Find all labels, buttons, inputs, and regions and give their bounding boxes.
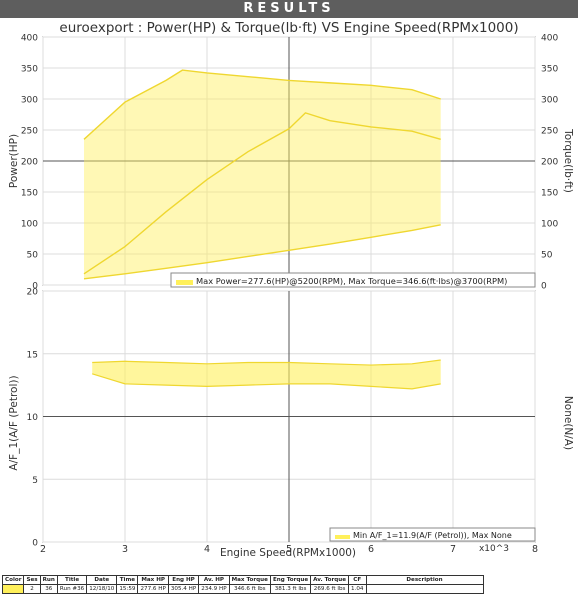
summary-column-header: Time: [116, 575, 139, 585]
summary-cell: 2: [23, 584, 41, 594]
af-grid: [42, 290, 536, 543]
summary-cell: 269.6 ft lbs: [310, 584, 350, 594]
summary-column-header: Max HP: [137, 575, 169, 585]
summary-column-header: Date: [86, 575, 118, 585]
power-baseline-line: [83, 224, 441, 280]
summary-column-header: Ses: [23, 575, 41, 585]
torque-y-tick-label: 150: [541, 189, 558, 199]
power-y-tick-label: 0: [32, 282, 38, 292]
torque-y-tick-label: 400: [541, 34, 558, 44]
summary-column-header: Title: [56, 575, 88, 585]
chart-title: euroexport : Power(HP) & Torque(lb·ft) V…: [59, 20, 519, 36]
summary-cell: 12/18/10: [86, 584, 118, 594]
x-tick-label: 5: [286, 544, 292, 555]
x-axis-label: Engine Speed(RPMx1000): [220, 547, 356, 559]
af-y-tick-label: 15: [27, 350, 38, 360]
summary-column-header: Max Torque: [228, 575, 271, 585]
summary-cell: 1.04: [348, 584, 367, 594]
summary-column-header: CF: [348, 575, 367, 585]
summary-column-header: Eng HP: [167, 575, 200, 585]
af-legend-text: Min A/F_1=11.9(A/F (Petrol)), Max None: [353, 531, 512, 540]
power-torque-series: [83, 69, 441, 280]
torque-y-tick-label: 300: [541, 96, 558, 106]
power-legend-swatch: [176, 280, 193, 285]
axis-ticks: 0501001502002503003504000501001502002503…: [21, 34, 559, 556]
power-axis-label: Power(HP): [8, 134, 20, 188]
torque-y-tick-label: 0: [541, 282, 547, 292]
summary-cell: 15:59: [116, 584, 139, 594]
summary-column-header: Color: [1, 575, 25, 585]
power-y-tick-label: 400: [21, 34, 38, 44]
summary-column-header: Eng Torque: [269, 575, 312, 585]
summary-column-header: Description: [365, 575, 484, 585]
torque-y-tick-label: 100: [541, 220, 558, 230]
run-summary-table: Color Ses Run Title Date Time Max HP Eng HP Av. …: [1, 575, 484, 594]
torque-y-tick-label: 350: [541, 65, 558, 75]
power-y-tick-label: 100: [21, 220, 38, 230]
af-series: [92, 359, 441, 390]
summary-cell: 277.6 HP: [137, 584, 169, 594]
power-legend-text: Max Power=277.6(HP)@5200(RPM), Max Torqu…: [196, 276, 507, 286]
x-tick-label: 6: [368, 544, 374, 555]
af-legend: Min A/F_1=11.9(A/F (Petrol)), Max None: [329, 527, 536, 542]
power-y-tick-label: 350: [21, 65, 38, 75]
power-torque-band: [84, 70, 441, 279]
x-tick-label: 8: [532, 544, 538, 555]
af-y-tick-label: 0: [32, 539, 38, 549]
power-y-tick-label: 50: [27, 251, 39, 261]
x-tick-label: 3: [122, 544, 128, 555]
torque-line: [83, 69, 441, 140]
summary-cell: 36: [39, 584, 58, 594]
power-y-tick-label: 300: [21, 96, 38, 106]
power-y-tick-label: 150: [21, 189, 38, 199]
af-y-tick-label: 5: [32, 476, 38, 486]
x-tick-label: 2: [40, 544, 46, 555]
torque-y-tick-label: 200: [541, 158, 558, 168]
power-y-tick-label: 200: [21, 158, 38, 168]
results-header: RESULTS: [0, 0, 578, 18]
x-tick-label: 7: [450, 544, 456, 555]
summary-cell: 234.9 HP: [198, 584, 230, 594]
summary-cell: [365, 584, 484, 594]
summary-header-row: Color Ses Run Title Date Time Max HP Eng HP Av. …: [1, 575, 484, 585]
torque-y-tick-label: 250: [541, 127, 558, 137]
summary-column-header: Run: [39, 575, 58, 585]
power-legend: Max Power=277.6(HP)@5200(RPM), Max Torqu…: [170, 272, 536, 288]
power-y-tick-label: 250: [21, 127, 38, 137]
power-line: [83, 112, 441, 275]
af-legend-box: [329, 527, 536, 542]
af-legend-swatch: [335, 535, 350, 539]
af-y-tick-label: 10: [27, 413, 39, 423]
af-y-tick-label: 20: [27, 288, 39, 298]
torque-y-tick-label: 50: [541, 251, 553, 261]
x-tick-label: 4: [204, 544, 210, 555]
summary-column-header: Av. Torque: [310, 575, 350, 585]
af-axis-label: A/F_1(A/F (Petrol)): [8, 375, 20, 470]
summary-column-header: Av. HP: [198, 575, 230, 585]
summary-cell: 305.4 HP: [167, 584, 200, 594]
summary-cell: 346.6 ft lbs: [228, 584, 271, 594]
table-row: 2 36 Run #36 12/18/10 15:59 277.6 HP 305.4 HP 2…: [1, 584, 484, 594]
power-grid: [42, 36, 536, 286]
x-axis-exponent: x10^3: [479, 544, 509, 554]
dyno-chart: 0501001502002503003504000501001502002503…: [8, 34, 574, 560]
summary-cell: Run #36: [56, 584, 88, 594]
none-axis-label: None(N/A): [562, 396, 574, 450]
power-legend-box: [170, 272, 536, 288]
summary-body: 2 36 Run #36 12/18/10 15:59 277.6 HP 305.4 HP 2…: [1, 584, 484, 594]
torque-axis-label: Torque(lb·ft): [562, 128, 574, 193]
af-band: [92, 360, 441, 389]
summary-cell: 381.3 ft lbs: [269, 584, 312, 594]
af-lower-line: [92, 373, 441, 390]
af-upper-line: [92, 359, 441, 366]
run-color-swatch: [1, 584, 25, 594]
